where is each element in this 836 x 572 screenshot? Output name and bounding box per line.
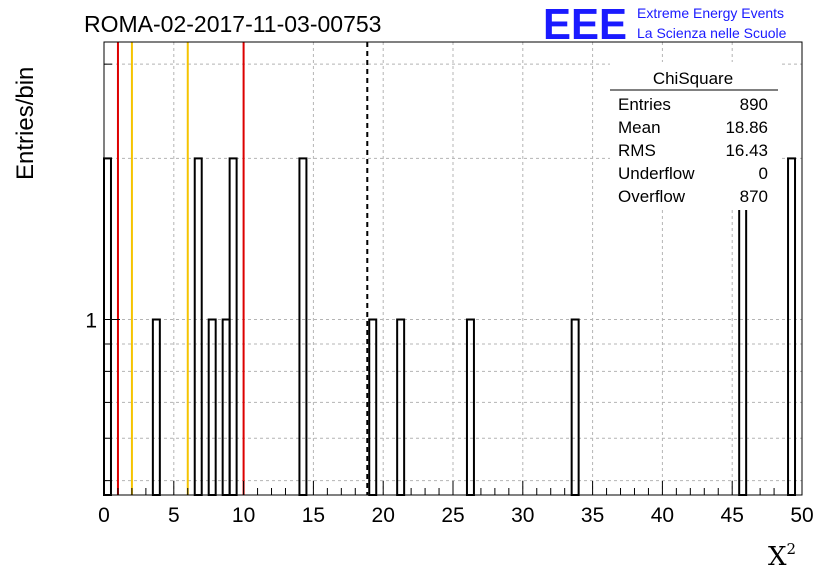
logo-line-1: Extreme Energy Events <box>637 5 784 21</box>
x-tick-label: 45 <box>721 504 744 527</box>
x-tick-label: 15 <box>302 504 325 527</box>
eee-logo-text: EEE <box>543 0 627 49</box>
histogram-bin <box>228 157 238 497</box>
histogram-bin <box>570 318 580 496</box>
x-tick-label: 40 <box>651 504 674 527</box>
stats-row-value: 870 <box>740 187 768 206</box>
stats-row-label: Entries <box>618 95 671 114</box>
histogram-bin <box>298 157 308 497</box>
stats-box-background <box>610 62 780 210</box>
axis-ticks: 0 5 10 15 20 25 30 35 40 45 50 1 <box>85 63 814 527</box>
histogram-bin <box>193 157 203 497</box>
x-tick-label: 25 <box>441 504 464 527</box>
stats-row-value: 0 <box>759 164 768 183</box>
stats-title: ChiSquare <box>653 69 733 88</box>
grid <box>104 42 802 495</box>
reference-lines <box>116 42 369 495</box>
stats-box: ChiSquare Entries 890 Mean 18.86 RMS 16.43 Und… <box>610 62 780 210</box>
stats-rows: Entries 890 Mean 18.86 RMS 16.43 Underflow 0 Ove… <box>618 95 768 206</box>
x-axis-label-superscript: 2 <box>787 540 797 558</box>
histogram-bin <box>207 318 217 496</box>
x-tick-label: 35 <box>581 504 604 527</box>
logo-line-2: La Scienza nelle Scuole <box>637 25 787 41</box>
x-tick-label: 0 <box>98 504 110 527</box>
x-axis-label: X2 <box>768 540 796 572</box>
stats-row-label: Overflow <box>618 187 686 206</box>
run-title: ROMA-02-2017-11-03-00753 <box>84 11 381 37</box>
x-tick-label: 30 <box>511 504 534 527</box>
histogram-bin <box>787 157 797 497</box>
x-tick-label: 50 <box>790 504 813 527</box>
stats-row-value: 16.43 <box>725 141 768 160</box>
histogram-bin <box>103 157 112 497</box>
x-tick-label: 5 <box>168 504 180 527</box>
histogram-bin <box>396 318 406 496</box>
histogram-bin <box>368 318 378 496</box>
histogram-bin <box>221 318 231 496</box>
stats-row-value: 890 <box>740 95 768 114</box>
x-tick-label: 20 <box>372 504 395 527</box>
histogram-bin <box>465 318 475 496</box>
eee-logo: EEE <box>543 0 627 49</box>
stats-row-label: Mean <box>618 118 661 137</box>
stats-row-value: 18.86 <box>725 118 768 137</box>
stats-row-label: RMS <box>618 141 656 160</box>
y-axis-label: Entries/bin <box>12 67 39 180</box>
histogram-bin <box>151 318 161 496</box>
x-axis-label-base: X <box>768 542 787 572</box>
x-tick-label: 10 <box>232 504 255 527</box>
stats-row-label: Underflow <box>618 164 695 183</box>
y-tick-label: 1 <box>85 310 97 333</box>
